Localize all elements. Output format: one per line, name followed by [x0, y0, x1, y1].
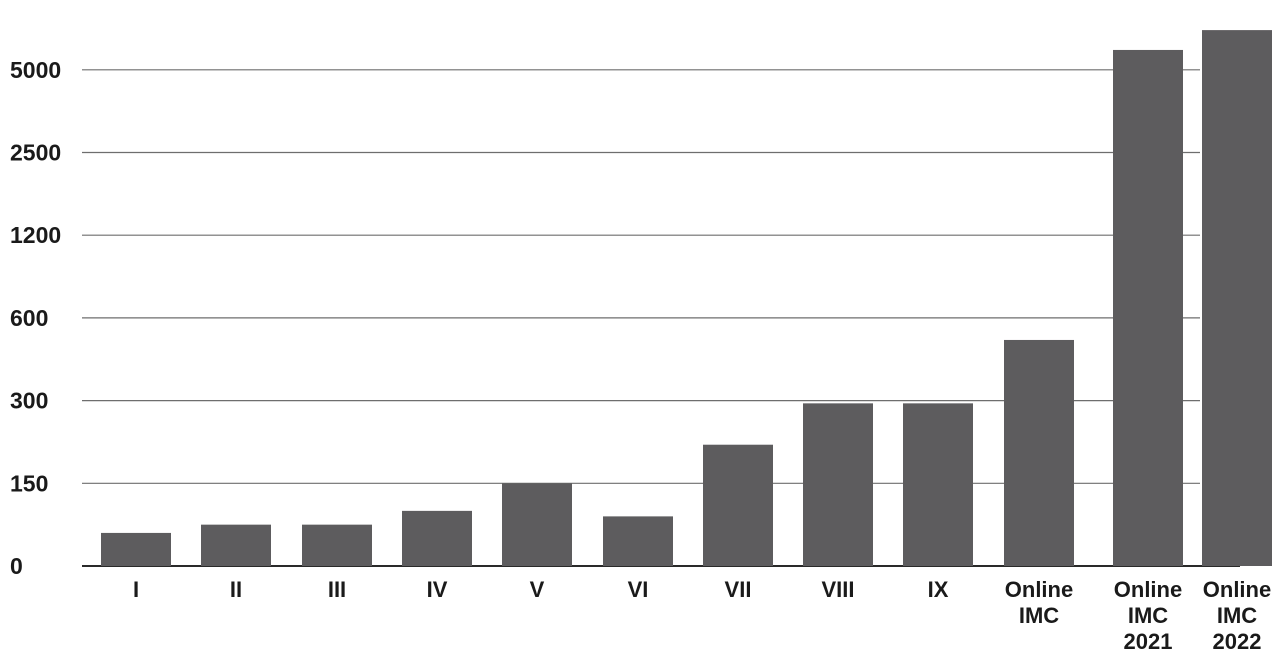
- x-tick-label: IX: [928, 577, 949, 602]
- bar: [302, 524, 372, 566]
- x-tick-label: IV: [427, 577, 448, 602]
- x-tick-label: I: [133, 577, 139, 602]
- bar: [903, 403, 973, 566]
- bar: [703, 444, 773, 566]
- bar: [402, 510, 472, 566]
- y-tick-label: 300: [10, 388, 48, 414]
- y-tick-label: 600: [10, 305, 48, 331]
- x-tick-label: VI: [628, 577, 649, 602]
- y-tick-label: 0: [10, 553, 23, 579]
- x-tick-label: Online IMC 2021: [1114, 577, 1182, 654]
- bar: [1202, 30, 1272, 566]
- bar: [603, 516, 673, 566]
- y-tick-label: 150: [10, 470, 48, 496]
- y-tick-label: 5000: [10, 57, 61, 83]
- y-tick-label: 1200: [10, 222, 61, 248]
- x-tick-label: Online IMC: [1005, 577, 1073, 628]
- x-tick-label: III: [328, 577, 346, 602]
- bar: [201, 524, 271, 566]
- bar: [803, 403, 873, 566]
- y-tick-label: 2500: [10, 140, 61, 166]
- x-tick-label: VIII: [821, 577, 854, 602]
- y-axis-tick-labels: 0 150 300 600 1200 2500 5000: [10, 57, 61, 579]
- x-tick-label: Online IMC 2022: [1203, 577, 1271, 654]
- bar-layer: [101, 30, 1272, 566]
- bar: [1113, 49, 1183, 566]
- x-tick-label: II: [230, 577, 242, 602]
- bar: [101, 532, 171, 566]
- x-tick-label: V: [530, 577, 545, 602]
- bar: [1004, 339, 1074, 566]
- bar: [502, 483, 572, 566]
- x-tick-label: VII: [725, 577, 752, 602]
